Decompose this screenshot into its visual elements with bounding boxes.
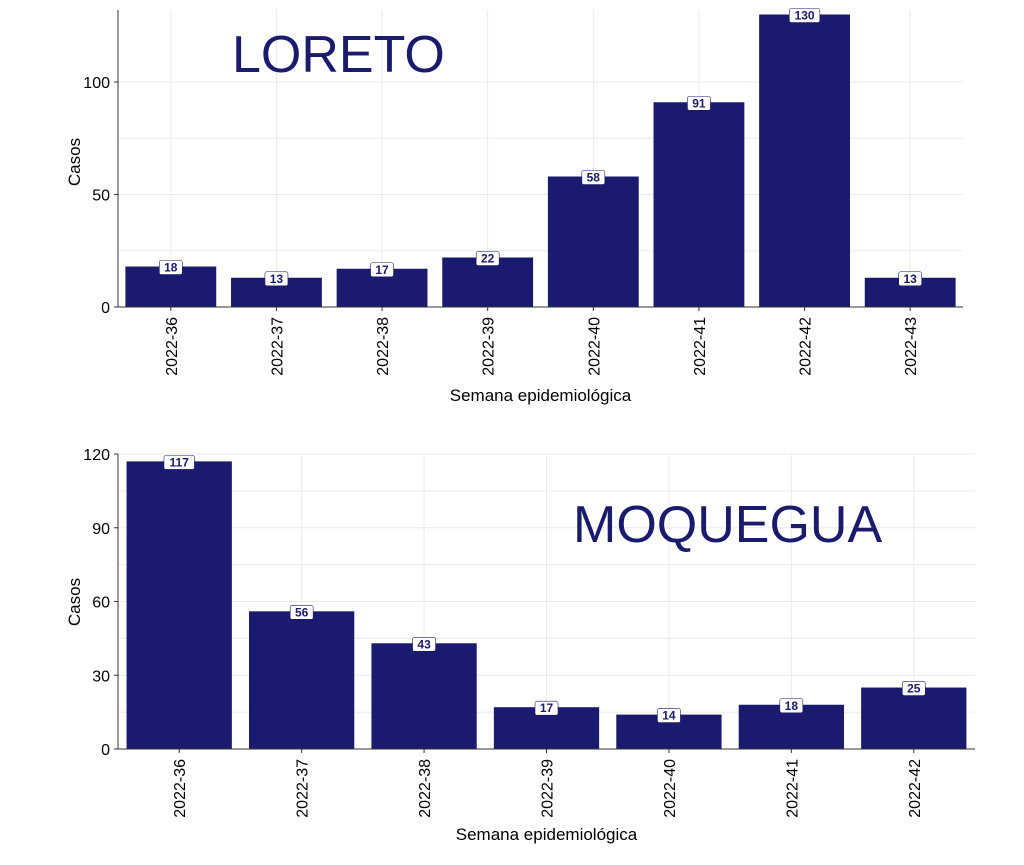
data-label-box	[370, 262, 394, 278]
data-label: 130	[795, 9, 815, 23]
bar-2022-37	[248, 611, 355, 749]
data-label-box	[163, 455, 195, 470]
data-label: 56	[295, 605, 309, 619]
x-tick-label: 2022-42	[907, 759, 924, 818]
data-label-box	[289, 605, 314, 620]
data-label-box	[687, 95, 711, 111]
loreto-bars	[125, 14, 956, 307]
data-label-box	[789, 8, 821, 23]
bar-2022-40	[547, 176, 639, 307]
data-label-box	[412, 636, 436, 652]
data-label: 25	[907, 682, 921, 696]
data-label: 43	[417, 637, 431, 651]
y-tick-label: 60	[92, 595, 110, 612]
data-label-box	[159, 260, 183, 275]
x-tick-label: 2022-36	[164, 317, 181, 376]
data-label-box	[779, 698, 804, 714]
x-tick-label: 2022-41	[784, 759, 801, 818]
loreto-chart: 0 50 100 2022-36 2022-37 2022-38 2022-39 2022-4…	[65, 8, 963, 405]
bar-2022-42	[759, 14, 850, 307]
y-tick-label: 120	[83, 447, 110, 464]
x-tick-label: 2022-42	[798, 317, 815, 376]
data-label-box	[581, 170, 606, 185]
y-tick-label: 0	[101, 300, 110, 317]
data-label-box	[657, 708, 681, 723]
x-tick-label: 2022-37	[295, 759, 312, 818]
x-tick-label: 2022-43	[903, 317, 920, 376]
x-tick-label: 2022-40	[586, 317, 603, 376]
y-axis-title: Casos	[65, 578, 84, 626]
moquegua-chart: 0 30 60 90 120 2022-36 2022-37 2022-38 2022-39 20…	[65, 447, 975, 844]
x-tick-label: 2022-39	[481, 317, 498, 376]
bar-2022-38	[371, 643, 477, 749]
data-label-box	[901, 681, 926, 696]
data-label: 14	[662, 709, 676, 723]
bar-2022-41	[653, 102, 745, 307]
data-label: 91	[692, 96, 706, 110]
bar-2022-36	[126, 461, 232, 749]
x-axis-title: Semana epidemiológica	[450, 386, 632, 405]
data-label-box	[264, 271, 289, 287]
y-axis-title: Casos	[65, 138, 84, 186]
data-label: 17	[375, 263, 389, 277]
chart-title: MOQUEGUA	[573, 496, 882, 554]
x-tick-label: 2022-36	[172, 759, 189, 818]
x-tick-label: 2022-41	[692, 317, 709, 376]
data-label-box	[475, 251, 500, 266]
chart-title: LORETO	[232, 26, 445, 84]
y-tick-label: 0	[101, 742, 110, 759]
x-tick-label: 2022-39	[540, 759, 557, 818]
y-tick-label: 30	[92, 668, 110, 685]
bar-2022-42	[861, 687, 967, 749]
data-label-box	[898, 271, 922, 287]
data-label: 117	[170, 455, 190, 469]
data-label: 13	[270, 272, 284, 286]
x-tick-label: 2022-37	[269, 317, 286, 376]
x-tick-label: 2022-38	[417, 759, 434, 818]
data-label: 18	[164, 261, 178, 275]
x-axis-title: Semana epidemiológica	[456, 825, 638, 844]
data-label: 18	[785, 699, 799, 713]
x-tick-label: 2022-40	[662, 759, 679, 818]
data-label-box	[534, 700, 559, 716]
y-tick-label: 90	[92, 521, 110, 538]
y-tick-label: 100	[83, 75, 110, 92]
y-tick-label: 50	[92, 188, 110, 205]
data-label: 58	[587, 171, 601, 185]
data-label: 22	[481, 252, 495, 266]
x-tick-label: 2022-38	[375, 317, 392, 376]
data-label: 13	[904, 272, 918, 286]
data-label: 17	[540, 701, 554, 715]
